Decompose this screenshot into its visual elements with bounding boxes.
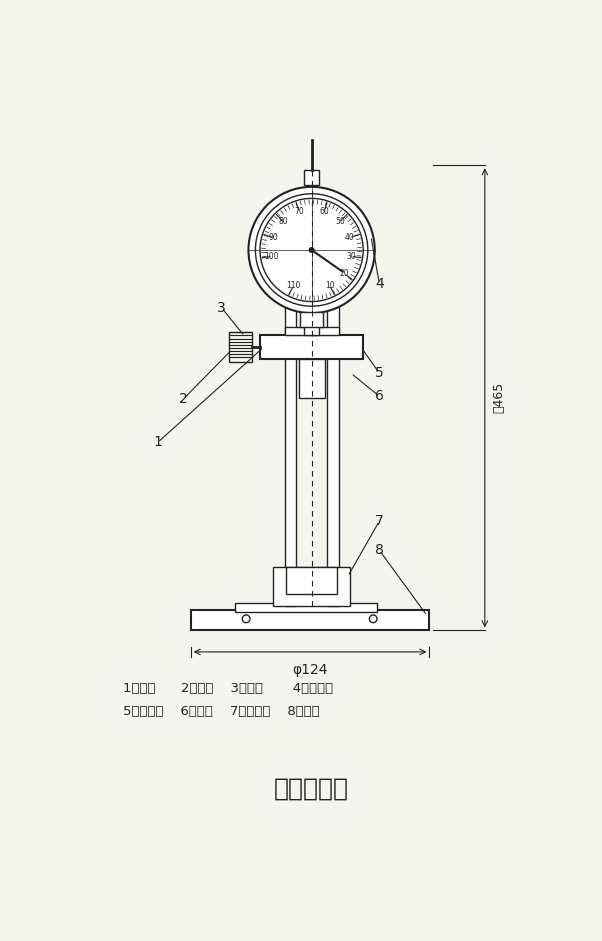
Text: 2: 2 <box>179 392 187 407</box>
Ellipse shape <box>260 199 363 301</box>
Text: 4: 4 <box>375 277 383 291</box>
Circle shape <box>370 615 377 623</box>
Text: φ124: φ124 <box>293 662 328 677</box>
Text: 110: 110 <box>286 281 300 291</box>
Ellipse shape <box>255 194 368 306</box>
Text: 8: 8 <box>375 543 384 557</box>
Bar <box>299 359 324 398</box>
Text: 60: 60 <box>319 207 329 216</box>
Text: 70: 70 <box>294 207 304 216</box>
Text: 1: 1 <box>153 436 162 450</box>
Bar <box>304 326 319 335</box>
Bar <box>235 602 377 612</box>
Text: 40: 40 <box>345 233 355 242</box>
Text: 5: 5 <box>375 366 383 380</box>
Circle shape <box>243 615 250 623</box>
Bar <box>273 567 350 606</box>
Ellipse shape <box>249 187 374 313</box>
Bar <box>191 610 429 630</box>
Text: 7: 7 <box>375 514 383 528</box>
Text: 80: 80 <box>278 217 288 226</box>
Text: 50: 50 <box>335 217 345 226</box>
Bar <box>327 304 338 606</box>
Bar <box>285 327 338 335</box>
Bar <box>286 567 337 594</box>
Bar <box>300 311 323 327</box>
Text: 5、夹持架    6、顶脚    7、下支承    8、底座: 5、夹持架 6、顶脚 7、下支承 8、底座 <box>123 706 320 719</box>
Text: 100: 100 <box>265 252 279 261</box>
Text: 90: 90 <box>268 233 278 242</box>
Text: 约465: 约465 <box>492 382 506 413</box>
Bar <box>304 170 319 185</box>
Text: 30: 30 <box>347 252 356 261</box>
Bar <box>285 304 296 606</box>
Text: 1、立柱      2、螺钉    3、螺钉       4、百分表: 1、立柱 2、螺钉 3、螺钉 4、百分表 <box>123 682 333 695</box>
Circle shape <box>309 247 314 252</box>
Text: 20: 20 <box>340 269 349 279</box>
Bar <box>229 332 252 361</box>
Text: 3: 3 <box>217 301 226 314</box>
Bar <box>260 335 363 359</box>
Text: 10: 10 <box>325 281 335 291</box>
Text: 比长仪简图: 比长仪简图 <box>274 777 349 801</box>
Text: 6: 6 <box>375 390 384 404</box>
